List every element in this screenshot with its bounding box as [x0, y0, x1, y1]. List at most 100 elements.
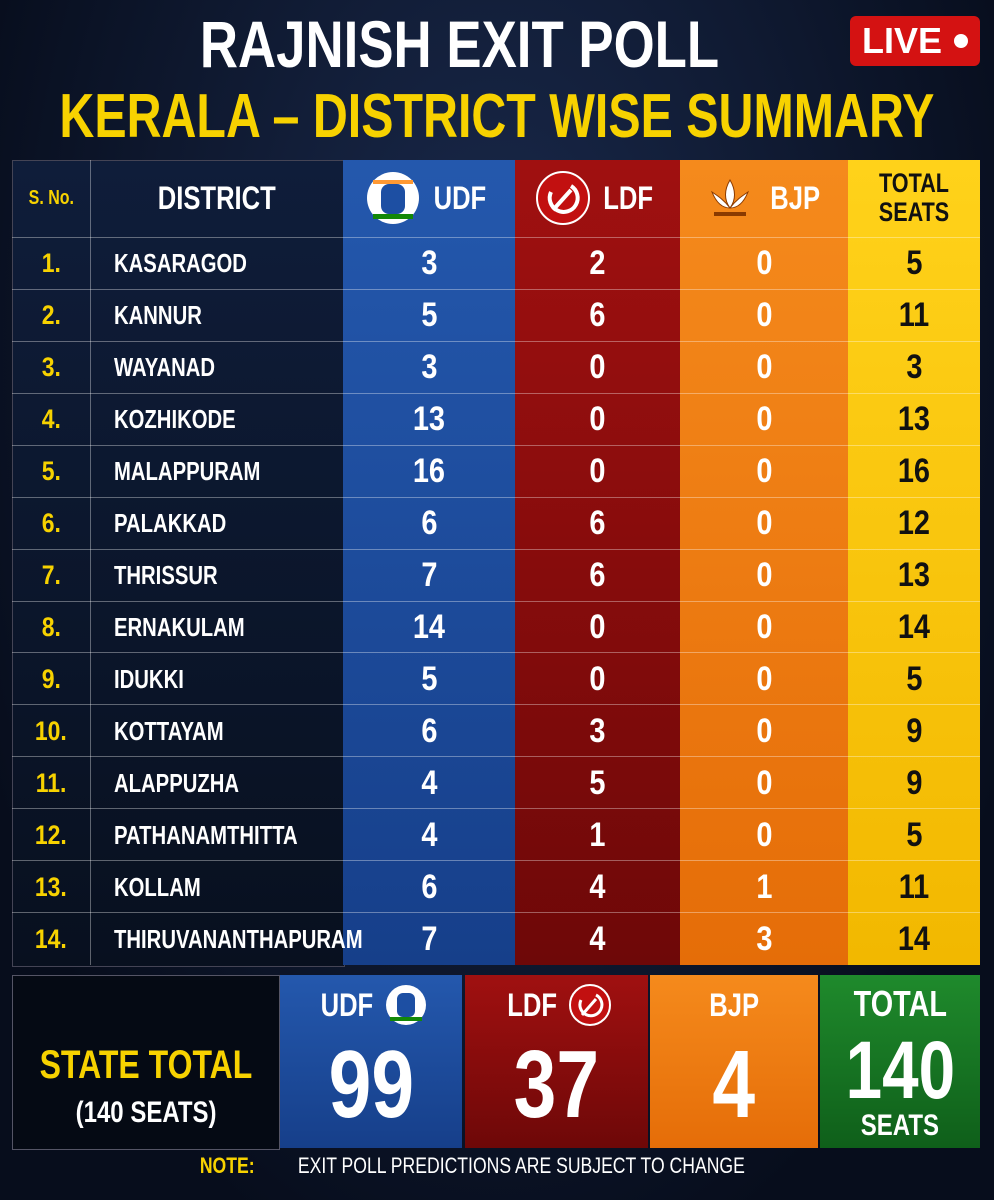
serial: 4. [41, 404, 61, 435]
header-text: S. No. [28, 186, 74, 209]
header-cell: DISTRICT [90, 160, 343, 236]
bjp-seats: 0 [755, 763, 773, 802]
row-line [12, 600, 980, 602]
cell: 0 [515, 602, 680, 654]
bjp-total: 4 [712, 1031, 756, 1138]
cell: 0 [680, 342, 848, 394]
cell: 5 [848, 653, 980, 705]
total-seats: 11 [898, 296, 930, 335]
bjp-seats: 0 [755, 711, 773, 750]
bjp-seats: 0 [755, 244, 773, 283]
ldf-seats: 3 [589, 711, 606, 750]
cell: 13. [12, 861, 90, 913]
district: PATHANAMTHITTA [114, 819, 298, 850]
total-seats: 16 [897, 452, 931, 491]
udf-seats: 6 [420, 504, 438, 543]
cell: ERNAKULAM [90, 602, 343, 654]
bjp-seats: 0 [755, 504, 773, 543]
cell: KASARAGOD [90, 238, 343, 290]
cell: 7. [12, 550, 90, 602]
cell: 6. [12, 498, 90, 550]
row-line [12, 808, 980, 810]
cell: 14. [12, 913, 90, 965]
ldf-seats: 0 [589, 348, 606, 387]
cell: 0 [680, 653, 848, 705]
cell: PATHANAMTHITTA [90, 809, 343, 861]
cell: 2 [515, 238, 680, 290]
ldf-total-box: LDF 37 [465, 975, 648, 1148]
badge-text: LIVE [861, 20, 942, 61]
udf-seats: 7 [420, 919, 438, 958]
udf-seats: 13 [412, 400, 446, 439]
bjp-seats: 3 [755, 919, 773, 958]
note-text: EXIT POLL PREDICTIONS ARE SUBJECT TO CHA… [297, 1153, 745, 1178]
cell: 4 [343, 757, 515, 809]
total-seats: 11 [898, 867, 930, 906]
bjp-seats: 0 [755, 556, 773, 595]
cell: 11. [12, 757, 90, 809]
cell: 3 [515, 705, 680, 757]
total-seats: 3 [905, 348, 923, 387]
cell: 0 [680, 602, 848, 654]
total-seats: 14 [897, 607, 931, 646]
cell: 12. [12, 809, 90, 861]
ldf-seats: 4 [589, 867, 606, 906]
cell: KOTTAYAM [90, 705, 343, 757]
udf-seats: 3 [420, 348, 438, 387]
cell: PALAKKAD [90, 498, 343, 550]
cell: 11 [848, 861, 980, 913]
ldf-seats: 0 [589, 452, 606, 491]
serial: 11. [35, 767, 67, 798]
cell: 6 [515, 550, 680, 602]
cell: 3 [680, 913, 848, 965]
cell: 0 [515, 394, 680, 446]
bjp-seats: 0 [755, 400, 773, 439]
cell: 11 [848, 290, 980, 342]
udf-seats: 14 [412, 607, 446, 646]
cell: 0 [680, 238, 848, 290]
cell: KANNUR [90, 290, 343, 342]
state-total-label: STATE TOTAL [39, 1043, 253, 1087]
subtitle-text: KERALA – DISTRICT WISE SUMMARY [59, 81, 935, 151]
total-seats: 5 [905, 659, 923, 698]
cell: 4 [515, 861, 680, 913]
subtitle: KERALA – DISTRICT WISE SUMMARY [0, 80, 994, 152]
udf-seats: 4 [420, 815, 438, 854]
ldf-seats: 5 [589, 763, 606, 802]
cell: MALAPPURAM [90, 446, 343, 498]
cell: 8. [12, 602, 90, 654]
bjp-icon [710, 179, 749, 216]
row-line [12, 288, 980, 290]
cell: KOZHIKODE [90, 394, 343, 446]
row-line [12, 444, 980, 446]
cell: 16 [848, 446, 980, 498]
header-cell: TOTAL SEATS [858, 160, 970, 236]
live-badge: LIVE [850, 16, 980, 66]
ldf-seats: 6 [589, 296, 606, 335]
bjp-seats: 0 [755, 348, 773, 387]
district: KOZHIKODE [114, 404, 236, 435]
row-line [12, 392, 980, 394]
total-seats: 9 [905, 763, 923, 802]
row-line [12, 496, 980, 498]
udf-seats: 6 [420, 711, 438, 750]
ldf-seats: 2 [589, 244, 606, 283]
ldf-icon [536, 171, 591, 225]
header-cell: LDF [515, 160, 680, 236]
cell: 5. [12, 446, 90, 498]
header-text: UDF [433, 179, 487, 216]
cell: 0 [680, 550, 848, 602]
bjp-total-box: BJP 4 [650, 975, 818, 1148]
cell: 7 [343, 550, 515, 602]
cell: THRISSUR [90, 550, 343, 602]
cell: 0 [515, 653, 680, 705]
cell: 5 [343, 653, 515, 705]
total-seats: 13 [897, 400, 931, 439]
row-line [12, 704, 980, 706]
serial: 1. [41, 248, 61, 279]
ldf-seats: 6 [589, 504, 606, 543]
cell: 5 [848, 238, 980, 290]
bjp-seats: 0 [755, 815, 773, 854]
cell: 10. [12, 705, 90, 757]
district: KOLLAM [114, 871, 201, 902]
